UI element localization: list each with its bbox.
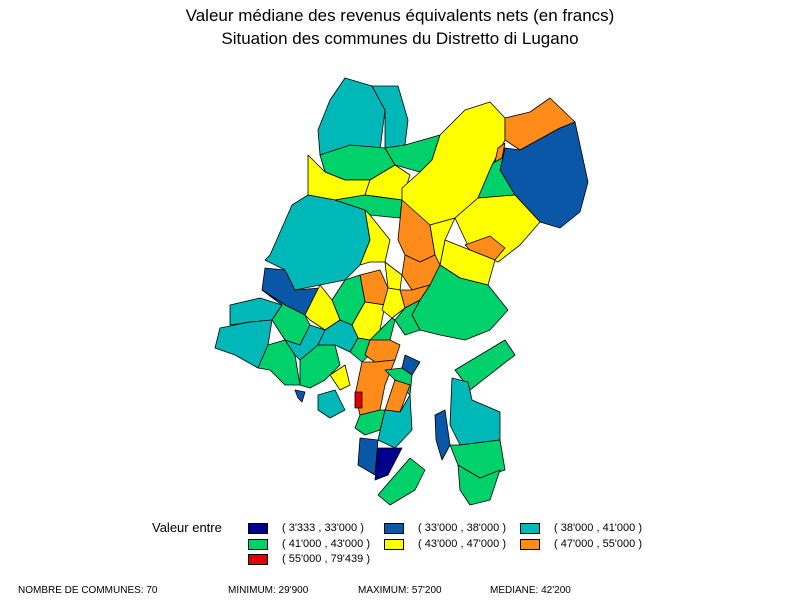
legend-item: ( 43'000 , 47'000 ) [384,538,506,550]
commune-region [317,319,359,353]
legend-heading: Valeur entre [152,520,222,535]
legend-item: ( 41'000 , 43'000 ) [248,538,370,550]
commune-region [464,235,506,261]
legend-item-label: ( 47'000 , 55'000 ) [554,538,642,550]
commune-region [377,457,426,506]
legend-item-label: ( 43'000 , 47'000 ) [418,538,506,550]
commune-region [494,142,506,163]
legend-swatch [384,522,404,534]
footer-median: MEDIANE: 42'200 [490,585,571,596]
commune-region [354,391,363,409]
legend-item: ( 38'000 , 41'000 ) [520,522,642,534]
legend-swatch [384,538,404,550]
commune-region [429,217,456,266]
legend-item: ( 55'000 , 79'439 ) [248,553,370,565]
footer-minimum: MINIMUM: 29'900 [228,585,309,596]
map-title-line2: Situation des communes du Distretto di L… [221,29,579,48]
commune-region [411,264,509,341]
commune-region [364,339,401,363]
legend-item: ( 33'000 , 38'000 ) [384,522,506,534]
commune-region [359,209,391,266]
legend-item: ( 3'333 , 33'000 ) [248,522,364,534]
legend-item-label: ( 55'000 , 79'439 ) [282,553,370,565]
legend-swatch [520,522,540,534]
legend-item-label: ( 41'000 , 43'000 ) [282,538,370,550]
commune-region [449,377,501,446]
commune-region [329,364,351,391]
footer-commune-count: NOMBRE DE COMMUNES: 70 [18,585,158,596]
legend-item-label: ( 38'000 , 41'000 ) [554,522,642,534]
commune-region [317,389,346,419]
legend-item-label: ( 33'000 , 38'000 ) [418,522,506,534]
footer-maximum: MAXIMUM: 57'200 [358,585,442,596]
commune-region [374,447,403,481]
commune-region [384,261,403,291]
map-title-line1: Valeur médiane des revenus équivalents n… [185,6,615,25]
legend-swatch [520,538,540,550]
commune-region [381,287,406,319]
legend-swatch [248,522,268,534]
commune-region [434,409,451,461]
legend-swatch [248,538,268,550]
legend-item: ( 47'000 , 55'000 ) [520,538,642,550]
commune-region [294,389,306,403]
commune-region [357,437,379,476]
legend-item-label: ( 3'333 , 33'000 ) [282,522,364,534]
commune-region [457,464,501,506]
legend-swatch [248,553,268,565]
